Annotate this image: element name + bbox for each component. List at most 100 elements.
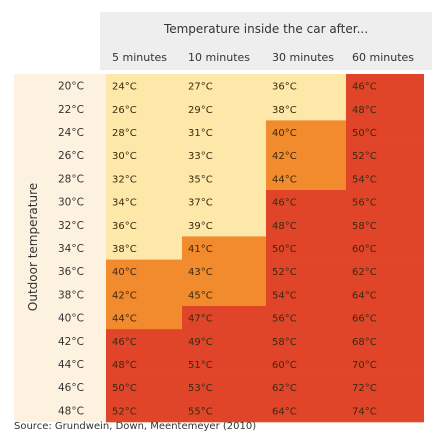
source-note: Source: Grundwein, Down, Meentemeyer (20… — [14, 421, 257, 432]
heatmap-cell — [182, 398, 266, 423]
cell-label: 27°C — [188, 82, 213, 93]
heatmap-cell — [346, 166, 424, 191]
cell-label: 43°C — [188, 267, 213, 278]
cell-label: 40°C — [112, 267, 137, 278]
heatmap-cell — [182, 213, 266, 237]
cell-label: 54°C — [272, 290, 297, 301]
cell-label: 44°C — [272, 174, 297, 185]
heatmap-cell — [106, 120, 182, 144]
cell-label: 56°C — [272, 314, 297, 325]
row-header: 26°C — [58, 150, 84, 162]
heatmap-cell — [346, 398, 424, 423]
heatmap-cell — [106, 329, 182, 353]
cell-label: 41°C — [188, 244, 213, 255]
cell-label: 42°C — [272, 151, 297, 162]
heatmap-cell — [346, 74, 424, 98]
heatmap-cell — [182, 97, 266, 121]
cell-label: 26°C — [112, 105, 137, 116]
cell-label: 64°C — [272, 406, 297, 417]
cell-label: 50°C — [272, 244, 297, 255]
cell-label: 49°C — [188, 337, 213, 348]
cell-label: 47°C — [188, 314, 213, 325]
heatmap-cell — [346, 143, 424, 168]
cell-label: 72°C — [352, 383, 377, 394]
row-header: 36°C — [58, 266, 84, 278]
column-header: 30 minutes — [272, 51, 334, 64]
cell-label: 31°C — [188, 128, 213, 139]
cell-label: 42°C — [112, 290, 137, 301]
heatmap-cell — [106, 213, 182, 237]
cell-label: 40°C — [272, 128, 297, 139]
heatmap-cell — [266, 236, 346, 260]
heatmap-cell — [182, 166, 266, 191]
heatmap-cell — [266, 213, 346, 237]
row-header: 48°C — [58, 405, 84, 417]
column-header: 10 minutes — [188, 51, 250, 64]
row-header-background — [14, 74, 106, 422]
row-header: 20°C — [58, 81, 84, 93]
cell-label: 52°C — [272, 267, 297, 278]
cell-label: 68°C — [352, 337, 377, 348]
heatmap-cell — [106, 97, 182, 121]
heatmap-cell — [266, 166, 346, 191]
heatmap-cell — [106, 282, 182, 307]
cell-label: 29°C — [188, 105, 213, 116]
cell-label: 56°C — [352, 198, 377, 209]
heatmap-cell — [266, 190, 346, 214]
heatmap-cell — [266, 143, 346, 168]
cell-label: 32°C — [112, 174, 137, 185]
cell-label: 74°C — [352, 406, 377, 417]
heatmap-cell — [106, 398, 182, 423]
heatmap-cell — [182, 120, 266, 144]
cell-label: 36°C — [272, 82, 297, 93]
heatmap-cell — [346, 213, 424, 237]
heatmap-cell — [182, 375, 266, 400]
heatmap-cell — [182, 282, 266, 307]
heatmap-cell — [182, 259, 266, 284]
heatmap-cell — [266, 329, 346, 353]
cell-label: 60°C — [272, 360, 297, 371]
cell-label: 50°C — [112, 383, 137, 394]
row-header: 24°C — [58, 127, 84, 139]
cell-label: 64°C — [352, 290, 377, 301]
cell-label: 58°C — [352, 221, 377, 232]
row-header: 46°C — [58, 382, 84, 394]
heatmap-cell — [182, 143, 266, 168]
heatmap-cell — [182, 190, 266, 214]
heatmap-cell — [266, 259, 346, 284]
cell-label: 66°C — [352, 314, 377, 325]
heatmap-cell — [346, 375, 424, 400]
heatmap-cell — [346, 306, 424, 330]
heatmap-cell — [346, 236, 424, 260]
heatmap-cell — [106, 306, 182, 330]
cell-label: 33°C — [188, 151, 213, 162]
cell-label: 36°C — [112, 221, 137, 232]
heatmap-cell — [266, 306, 346, 330]
row-header: 32°C — [58, 220, 84, 232]
heatmap-cell — [106, 143, 182, 168]
row-header: 40°C — [58, 313, 84, 325]
cell-label: 52°C — [352, 151, 377, 162]
heatmap-cell — [182, 74, 266, 98]
heatmap-cell — [266, 97, 346, 121]
cell-label: 44°C — [112, 314, 137, 325]
cell-label: 50°C — [352, 128, 377, 139]
heatmap-cell — [106, 74, 182, 98]
heatmap-cell — [106, 190, 182, 214]
cell-label: 37°C — [188, 198, 213, 209]
heatmap-cell — [346, 190, 424, 214]
cell-label: 38°C — [272, 105, 297, 116]
cell-label: 38°C — [112, 244, 137, 255]
heatmap-cell — [182, 236, 266, 260]
heatmap-cell — [182, 329, 266, 353]
cell-label: 48°C — [272, 221, 297, 232]
heatmap-cell — [346, 282, 424, 307]
row-header: 34°C — [58, 243, 84, 255]
cell-label: 51°C — [188, 360, 213, 371]
heatmap-cell — [346, 329, 424, 353]
heatmap-cell — [266, 74, 346, 98]
cell-label: 34°C — [112, 198, 137, 209]
cell-label: 46°C — [352, 82, 377, 93]
cell-label: 30°C — [112, 151, 137, 162]
